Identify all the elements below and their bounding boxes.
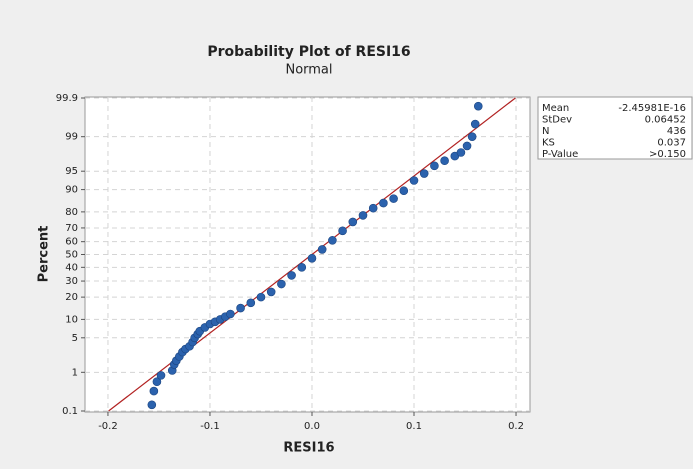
x-tick-label: 0.0 — [304, 421, 320, 432]
stat-value: -2.45981E-16 — [618, 103, 686, 114]
data-point — [317, 245, 327, 254]
x-tick-label: -0.2 — [98, 421, 118, 432]
stat-name: P-Value — [542, 149, 578, 160]
data-point — [430, 161, 439, 171]
y-tick-label: 99 — [65, 132, 78, 143]
data-point — [399, 186, 409, 196]
data-point — [297, 263, 307, 272]
x-tick-label: 0.2 — [508, 421, 524, 432]
data-point — [348, 217, 358, 227]
data-point — [358, 211, 368, 220]
data-point — [236, 303, 245, 313]
data-point — [456, 148, 466, 157]
stat-value: 0.06452 — [645, 115, 686, 126]
data-point — [256, 292, 266, 302]
data-point — [389, 194, 398, 203]
data-point — [440, 156, 449, 165]
data-point — [409, 176, 419, 185]
data-point — [379, 198, 388, 208]
stats-box — [537, 96, 693, 160]
y-tick-label: 10 — [65, 314, 78, 325]
y-tick-label: 1 — [72, 367, 78, 378]
y-tick-label: 95 — [65, 166, 78, 177]
chart-title: Probability Plot of RESI16 — [207, 44, 410, 60]
data-point — [277, 279, 286, 289]
data-point — [328, 236, 337, 245]
stat-name: StDev — [542, 115, 572, 126]
chart-subtitle: Normal — [285, 63, 332, 78]
data-point — [419, 169, 429, 178]
data-point — [473, 101, 483, 111]
data-point — [156, 371, 166, 380]
y-axis-label: Percent — [37, 226, 52, 283]
y-tick-label: 20 — [65, 292, 78, 303]
stat-name: N — [542, 126, 549, 137]
data-point — [147, 400, 157, 410]
data-point — [307, 254, 317, 263]
y-tick-label: 40 — [65, 262, 78, 273]
y-tick-label: 30 — [65, 276, 78, 287]
data-point — [467, 132, 477, 141]
data-point — [338, 226, 347, 236]
data-point — [266, 287, 276, 297]
data-point — [226, 309, 235, 319]
y-tick-label: 50 — [65, 250, 78, 261]
y-tick-label: 90 — [65, 185, 78, 196]
x-tick-label: 0.1 — [406, 421, 422, 432]
y-tick-label: 80 — [65, 207, 78, 218]
x-tick-label: -0.1 — [200, 421, 220, 432]
data-point — [287, 271, 296, 280]
stat-value: >0.150 — [649, 149, 686, 160]
data-point — [470, 119, 480, 129]
stat-value: 0.037 — [657, 138, 686, 149]
data-point — [368, 203, 378, 213]
stat-name: Mean — [542, 103, 569, 114]
y-tick-label: 5 — [72, 333, 78, 344]
x-axis-label: RESI16 — [283, 441, 334, 456]
data-point — [149, 386, 159, 396]
stat-name: KS — [542, 138, 555, 149]
data-point — [246, 298, 256, 308]
data-point — [462, 141, 472, 151]
y-tick-label: 70 — [65, 223, 78, 234]
data-point — [152, 377, 162, 387]
y-tick-label: 0.1 — [62, 406, 78, 417]
y-tick-label: 60 — [65, 237, 78, 248]
y-tick-label: 99.9 — [56, 93, 78, 104]
stat-value: 436 — [667, 126, 686, 137]
